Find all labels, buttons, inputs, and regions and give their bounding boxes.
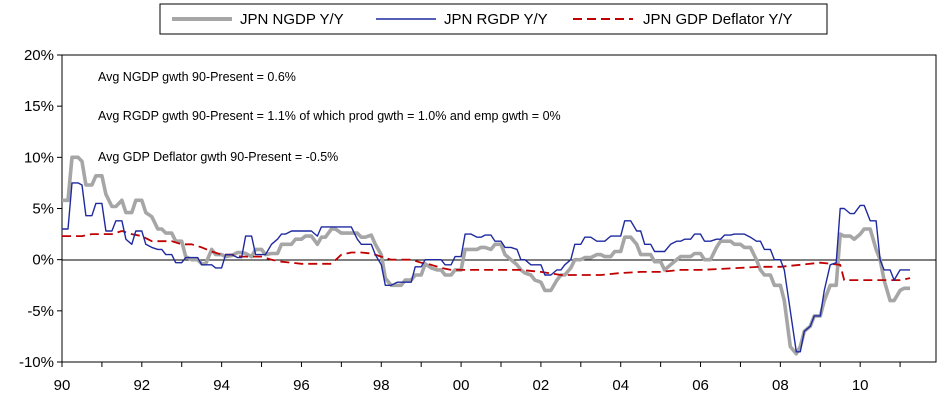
x-tick-label: 94	[213, 377, 230, 394]
x-tick-label: 92	[133, 377, 150, 394]
x-tick-label: 02	[533, 377, 550, 394]
series-line-rgdp	[62, 182, 911, 353]
series-layer	[62, 155, 911, 356]
annotation-deflator: Avg GDP Deflator gwth 90-Present = -0.5%	[98, 150, 338, 164]
y-axis: 20% 15% 10% 5% 0% -5% -10%	[19, 47, 62, 371]
x-axis: 90 92 94 96 98 00 02 04 06 08 10	[54, 362, 901, 394]
x-tick-label: 06	[692, 377, 709, 394]
y-tick-label: 20%	[24, 47, 54, 64]
x-tick-label: 90	[54, 377, 71, 394]
series-line-ngdp	[62, 155, 911, 356]
annotation-ngdp: Avg NGDP gwth 90-Present = 0.6%	[98, 70, 296, 84]
x-tick-label: 96	[293, 377, 310, 394]
legend-label-rgdp: JPN RGDP Y/Y	[444, 11, 548, 28]
y-tick-label: 15%	[24, 98, 54, 115]
legend-box	[159, 3, 828, 35]
legend-label-deflator: JPN GDP Deflator Y/Y	[643, 11, 793, 28]
series-line-deflator	[62, 230, 911, 282]
annotation-rgdp: Avg RGDP gwth 90-Present = 1.1% of which…	[98, 109, 561, 123]
x-tick-label: 98	[373, 377, 390, 394]
x-tick-label: 04	[612, 377, 629, 394]
legend: JPN NGDP Y/Y JPN RGDP Y/Y JPN GDP Deflat…	[159, 3, 828, 35]
y-tick-label: -5%	[27, 303, 54, 320]
plot-area	[61, 54, 937, 363]
legend-label-ngdp: JPN NGDP Y/Y	[240, 11, 344, 28]
y-tick-label: 5%	[32, 201, 54, 218]
x-tick-label: 08	[772, 377, 789, 394]
x-tick-label: 00	[453, 377, 470, 394]
plot-frame	[61, 54, 937, 363]
y-tick-label: 10%	[24, 149, 54, 166]
annotations: Avg NGDP gwth 90-Present = 0.6% Avg RGDP…	[98, 70, 561, 164]
y-tick-label: -10%	[19, 354, 54, 371]
y-tick-label: 0%	[32, 252, 54, 269]
x-tick-label: 10	[852, 377, 869, 394]
